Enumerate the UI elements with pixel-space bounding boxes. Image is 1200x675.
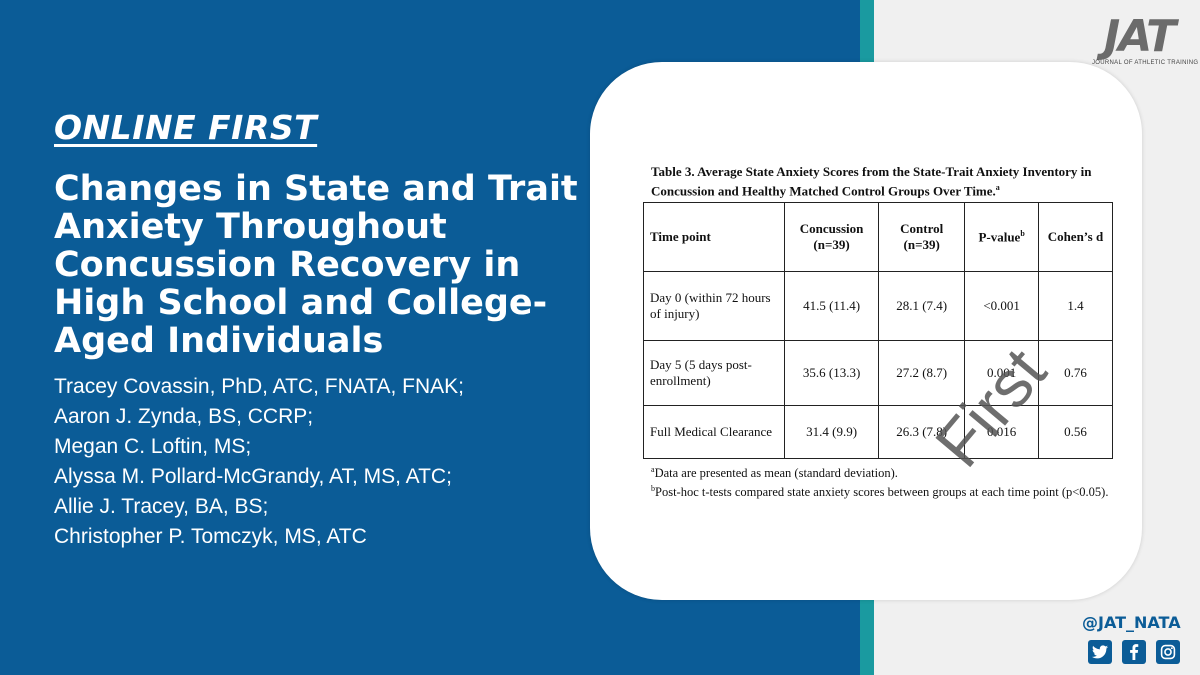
table-caption: Table 3. Average State Anxiety Scores fr… xyxy=(651,164,1092,199)
column-header: Control (n=39) xyxy=(878,202,966,272)
control-cell: 26.3 (7.8) xyxy=(878,405,966,459)
logo-mark: JAT xyxy=(1103,11,1176,62)
concussion-cell: 41.5 (11.4) xyxy=(784,271,880,341)
author-item: Megan C. Loftin, MS; xyxy=(54,435,252,458)
concussion-cell: 35.6 (13.3) xyxy=(784,340,880,406)
column-header: Concussion (n=39) xyxy=(784,202,880,272)
control-cell: 27.2 (8.7) xyxy=(878,340,966,406)
author-item: Tracey Covassin, PhD, ATC, FNATA, FNAK; xyxy=(54,375,464,398)
cohens-d-cell: 1.4 xyxy=(1037,271,1114,341)
column-header: Cohen’s d xyxy=(1037,202,1114,272)
cohens-d-cell: 0.56 xyxy=(1037,405,1114,459)
table-row: Full Medical Clearance 31.4 (9.9) 26.3 (… xyxy=(642,405,1114,459)
author-item: Alyssa M. Pollard-McGrandy, AT, MS, ATC; xyxy=(54,465,452,488)
table-header-row: Time point Concussion (n=39) Control (n=39… xyxy=(642,202,1114,272)
p-value-cell: 0.001 xyxy=(964,340,1039,406)
control-cell: 28.1 (7.4) xyxy=(878,271,966,341)
footnote: bPost-hoc t-tests compared state anxiety… xyxy=(651,484,1109,500)
footnote: aData are presented as mean (standard de… xyxy=(651,465,898,481)
social-links xyxy=(1088,640,1180,664)
social-handle[interactable]: @JAT_NATA xyxy=(1082,613,1181,632)
table-footnotes: aData are presented as mean (standard de… xyxy=(651,462,1142,500)
table-card: Table 3. Average State Anxiety Scores fr… xyxy=(590,62,1142,600)
author-item: Christopher P. Tomczyk, MS, ATC xyxy=(54,525,367,548)
cohens-d-cell: 0.76 xyxy=(1037,340,1114,406)
logo-subtitle: JOURNAL OF ATHLETIC TRAINING xyxy=(1092,60,1199,66)
author-list: Tracey Covassin, PhD, ATC, FNATA, FNAK; … xyxy=(54,372,464,552)
author-item: Allie J. Tracey, BA, BS; xyxy=(54,495,269,518)
author-item: Aaron J. Zynda, BS, CCRP; xyxy=(54,405,314,428)
p-value-cell: <0.001 xyxy=(964,271,1039,341)
table-row: Day 0 (within 72 hours of injury) 41.5 (… xyxy=(642,271,1114,341)
twitter-icon[interactable] xyxy=(1088,640,1112,664)
facebook-icon[interactable] xyxy=(1122,640,1146,664)
article-title: Changes in State and Trait Anxiety Throu… xyxy=(54,169,578,361)
column-header: Time point xyxy=(642,202,786,272)
section-label: ONLINE FIRST xyxy=(54,108,318,147)
instagram-icon[interactable] xyxy=(1156,640,1180,664)
anxiety-table: Time point Concussion (n=39) Control (n=39… xyxy=(642,202,1114,459)
table-row: Day 5 (5 days post-enrollment) 35.6 (13.… xyxy=(642,340,1114,406)
time-point-cell: Day 0 (within 72 hours of injury) xyxy=(642,271,786,341)
jat-logo: JAT JOURNAL OF ATHLETIC TRAINING xyxy=(1092,11,1199,90)
column-header: P-valueb xyxy=(964,202,1039,272)
time-point-cell: Day 5 (5 days post-enrollment) xyxy=(642,340,786,406)
concussion-cell: 31.4 (9.9) xyxy=(784,405,880,459)
time-point-cell: Full Medical Clearance xyxy=(642,405,786,459)
